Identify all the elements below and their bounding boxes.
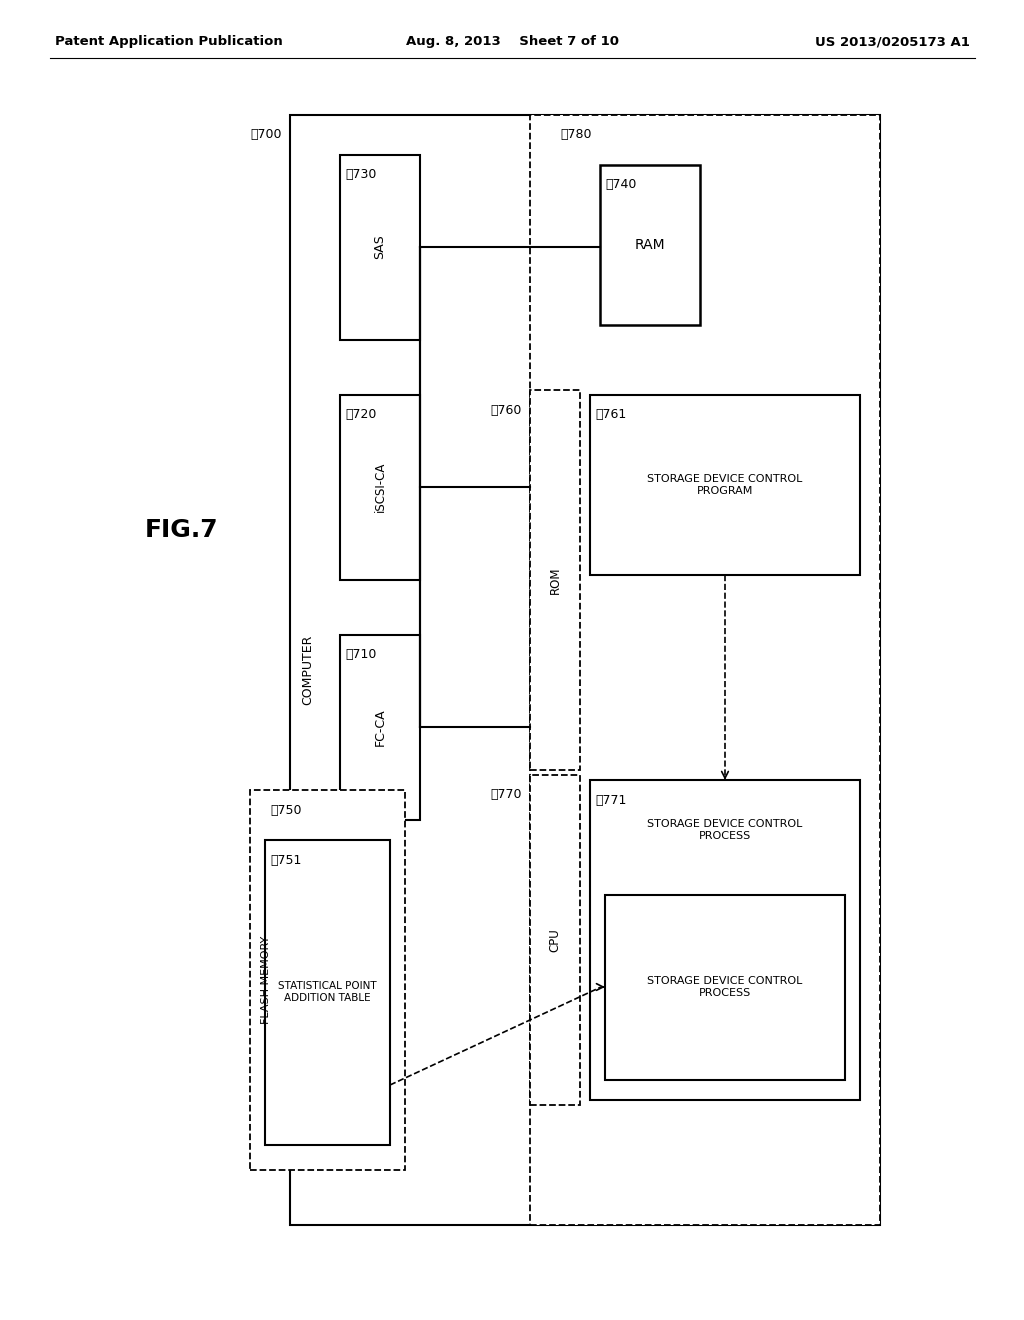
Text: 〈780: 〈780 bbox=[560, 128, 592, 141]
Bar bbox=[530, 115, 880, 1225]
Text: US 2013/0205173 A1: US 2013/0205173 A1 bbox=[815, 36, 970, 49]
Text: 〈730: 〈730 bbox=[345, 169, 377, 181]
Bar bbox=[250, 789, 406, 1170]
Bar bbox=[530, 389, 580, 770]
Text: RAM: RAM bbox=[635, 238, 666, 252]
Bar bbox=[290, 115, 880, 1225]
Text: SAS: SAS bbox=[374, 235, 386, 259]
Text: ROM: ROM bbox=[549, 566, 561, 594]
Bar bbox=[590, 395, 860, 576]
Bar bbox=[590, 780, 860, 1100]
Text: Aug. 8, 2013    Sheet 7 of 10: Aug. 8, 2013 Sheet 7 of 10 bbox=[406, 36, 618, 49]
Text: COMPUTER: COMPUTER bbox=[301, 635, 314, 705]
Text: STORAGE DEVICE CONTROL
PROCESS: STORAGE DEVICE CONTROL PROCESS bbox=[647, 977, 803, 998]
Text: 〈750: 〈750 bbox=[270, 804, 301, 817]
Text: 〈761: 〈761 bbox=[595, 408, 627, 421]
Bar bbox=[605, 895, 845, 1080]
Text: FLASH MEMORY: FLASH MEMORY bbox=[261, 936, 271, 1024]
Text: 〈751: 〈751 bbox=[270, 854, 301, 866]
Bar bbox=[530, 775, 580, 1105]
Text: iSCSI-CA: iSCSI-CA bbox=[374, 462, 386, 512]
Bar bbox=[265, 840, 390, 1144]
Bar bbox=[340, 395, 420, 579]
Text: 〈760: 〈760 bbox=[490, 404, 522, 417]
Text: STORAGE DEVICE CONTROL
PROGRAM: STORAGE DEVICE CONTROL PROGRAM bbox=[647, 474, 803, 496]
Bar bbox=[340, 154, 420, 341]
Text: 〈740: 〈740 bbox=[605, 178, 636, 191]
Text: 〈720: 〈720 bbox=[345, 408, 377, 421]
Bar bbox=[340, 635, 420, 820]
Text: FC-CA: FC-CA bbox=[374, 709, 386, 746]
Text: STORAGE DEVICE CONTROL
PROCESS: STORAGE DEVICE CONTROL PROCESS bbox=[647, 820, 803, 841]
Text: 〈710: 〈710 bbox=[345, 648, 377, 661]
Text: 〈700: 〈700 bbox=[251, 128, 282, 141]
Text: STATISTICAL POINT
ADDITION TABLE: STATISTICAL POINT ADDITION TABLE bbox=[278, 981, 376, 1003]
Text: Patent Application Publication: Patent Application Publication bbox=[55, 36, 283, 49]
Text: FIG.7: FIG.7 bbox=[145, 517, 219, 543]
Text: 〈771: 〈771 bbox=[595, 793, 627, 807]
Text: 〈770: 〈770 bbox=[490, 788, 522, 801]
Text: CPU: CPU bbox=[549, 928, 561, 952]
Bar bbox=[600, 165, 700, 325]
